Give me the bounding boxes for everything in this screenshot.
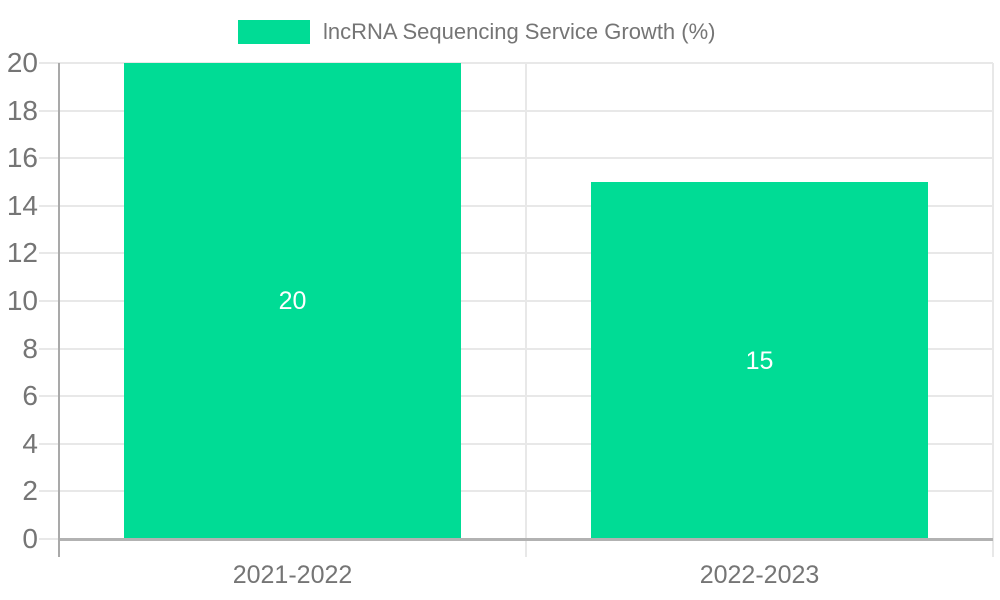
gridline-h: [39, 490, 993, 493]
gridline-v: [525, 63, 527, 557]
gridline-h: [39, 442, 993, 445]
gridline-v: [992, 63, 994, 557]
gridline-h: [39, 252, 993, 255]
x-axis-tick-label: 2022-2023: [699, 561, 820, 589]
y-axis-tick-label: 14: [6, 189, 38, 221]
legend[interactable]: lncRNA Sequencing Service Growth (%): [238, 19, 716, 45]
y-axis-tick: [39, 538, 59, 540]
y-axis-tick-label: 18: [6, 94, 38, 126]
y-axis-tick-label: 12: [6, 237, 38, 269]
gridline-h: [39, 300, 993, 302]
gridline-h: [39, 395, 993, 398]
gridline-h: [39, 62, 993, 64]
gridline-h: [39, 204, 993, 207]
gridline-h: [39, 157, 993, 160]
y-axis-tick-label: 8: [22, 332, 38, 364]
y-axis-tick-label: 2: [22, 475, 38, 507]
legend-swatch-icon: [238, 20, 310, 44]
gridline-h: [39, 109, 993, 112]
legend-label: lncRNA Sequencing Service Growth (%): [323, 19, 716, 44]
y-axis-tick-label: 16: [6, 142, 38, 174]
y-axis-tick-label: 4: [22, 427, 38, 459]
y-axis-tick-label: 6: [22, 380, 38, 412]
bar-value-label: 20: [278, 287, 307, 315]
x-axis-line: [59, 538, 993, 541]
bar-2021-2022[interactable]: 20: [124, 63, 461, 539]
y-axis-line: [58, 63, 60, 557]
x-axis-tick-label: 2021-2022: [232, 561, 353, 589]
y-axis-tick-label: 0: [22, 523, 38, 554]
bar-2022-2023[interactable]: 15: [591, 182, 928, 539]
y-axis-tick-label: 10: [6, 285, 38, 316]
bar-value-label: 15: [745, 346, 774, 375]
y-axis-tick-label: 20: [6, 47, 38, 78]
gridline-h: [39, 347, 993, 350]
